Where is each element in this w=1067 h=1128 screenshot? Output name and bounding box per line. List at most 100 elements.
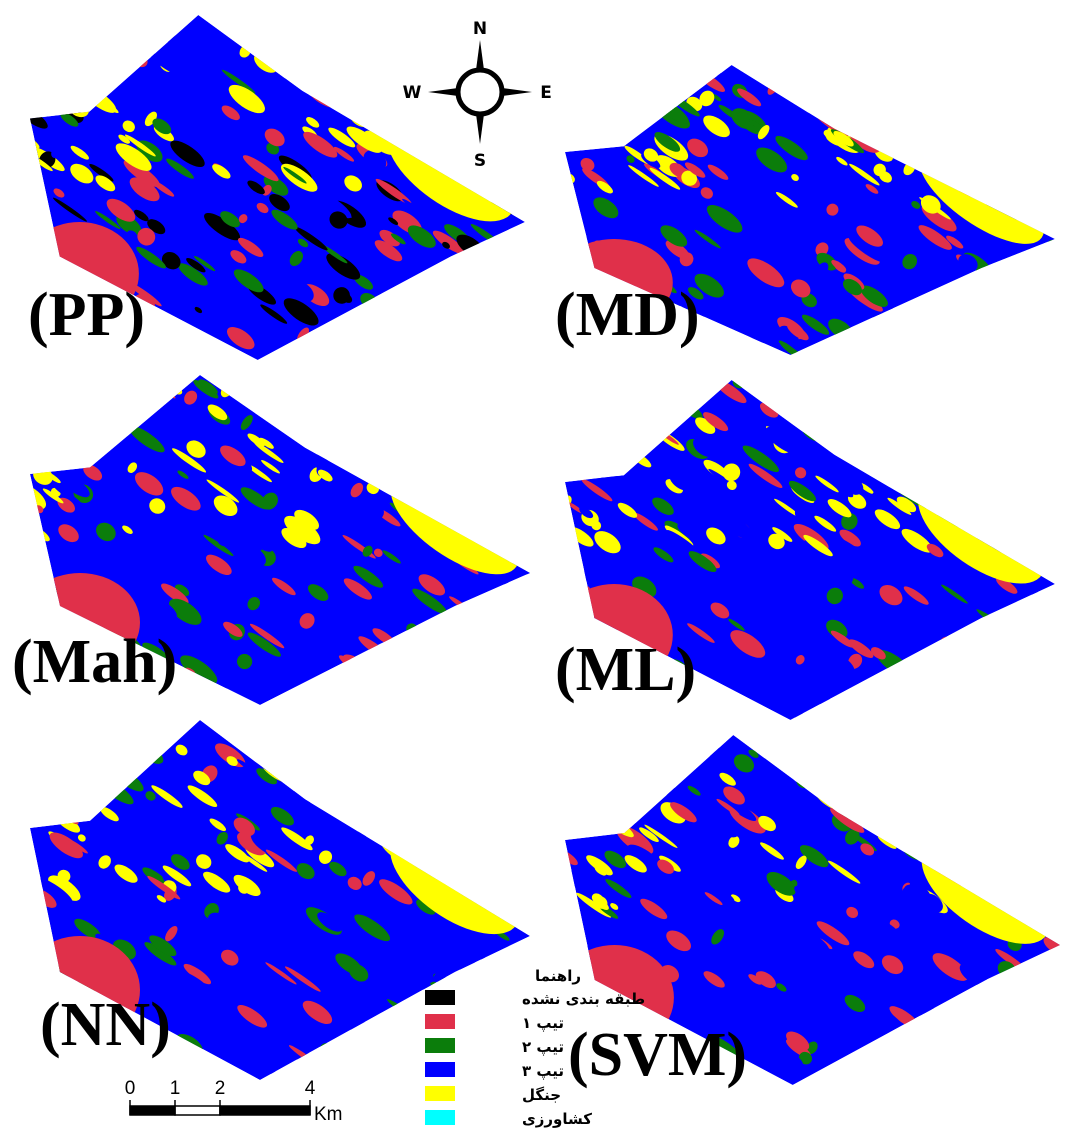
land-patch <box>385 798 402 814</box>
land-patch <box>851 1054 887 1082</box>
land-patch <box>79 373 106 399</box>
land-patch <box>982 507 1023 541</box>
land-patch <box>1011 152 1049 182</box>
land-patch <box>1013 448 1046 474</box>
land-patch <box>862 122 882 143</box>
legend-label: تیپ ۱ <box>522 1014 564 1032</box>
land-patch <box>822 752 861 784</box>
land-patch <box>458 747 487 770</box>
land-patch <box>25 1013 39 1025</box>
land-patch <box>470 615 507 643</box>
land-patch <box>987 765 1029 801</box>
compass-n: N <box>473 19 487 39</box>
land-patch <box>1035 757 1051 770</box>
land-patch <box>397 1034 430 1061</box>
land-patch <box>492 857 523 884</box>
land-patch <box>562 791 596 819</box>
land-patch <box>420 59 445 80</box>
land-patch <box>905 98 946 130</box>
land-patch <box>365 435 408 472</box>
land-patch <box>971 500 1010 533</box>
land-patch <box>979 656 1009 680</box>
land-patch <box>461 129 488 151</box>
land-patch <box>320 362 360 393</box>
land-patch <box>507 391 534 416</box>
land-patch <box>996 454 1022 478</box>
land-patch <box>505 796 527 814</box>
land-patch <box>639 88 655 102</box>
land-patch <box>950 696 966 711</box>
land-patch <box>863 101 893 124</box>
land-patch <box>974 1068 989 1083</box>
land-patch <box>332 712 357 733</box>
land-patch <box>504 165 539 193</box>
land-patch <box>592 76 624 103</box>
land-patch <box>602 708 614 719</box>
land-patch <box>1014 517 1036 536</box>
land-patch <box>57 405 88 433</box>
land-patch <box>129 375 142 387</box>
land-patch <box>856 767 886 793</box>
land-patch <box>304 368 326 388</box>
land-patch <box>485 751 512 775</box>
land-patch <box>1034 747 1067 779</box>
land-patch <box>473 287 511 318</box>
land-patch <box>78 779 99 796</box>
land-patch <box>70 787 91 806</box>
land-patch <box>894 386 925 411</box>
land-patch <box>440 271 478 304</box>
land-patch <box>506 73 537 99</box>
land-patch <box>122 9 138 26</box>
land-patch <box>290 713 321 740</box>
land-patch <box>51 49 68 64</box>
land-patch <box>441 131 465 154</box>
land-patch <box>884 704 910 727</box>
land-patch <box>563 223 588 243</box>
land-patch <box>409 815 428 836</box>
land-patch <box>63 42 77 57</box>
land-patch <box>765 733 798 762</box>
land-patch <box>1028 478 1067 511</box>
land-patch <box>497 970 519 992</box>
land-patch <box>997 878 1027 903</box>
land-patch <box>272 27 292 46</box>
land-patch <box>25 805 47 824</box>
land-patch <box>573 451 604 475</box>
land-patch <box>862 79 885 98</box>
land-patch <box>64 758 98 789</box>
land-patch <box>50 768 92 804</box>
land-patch <box>121 38 149 64</box>
land-patch <box>1014 58 1029 73</box>
panel-label: (MD) <box>555 281 700 349</box>
land-patch <box>439 114 455 130</box>
land-patch <box>103 45 130 66</box>
land-patch <box>857 738 877 756</box>
land-patch <box>611 104 626 117</box>
land-patch <box>106 377 142 405</box>
land-patch <box>1029 182 1056 206</box>
land-patch <box>1022 60 1059 88</box>
land-patch <box>337 652 376 683</box>
land-patch <box>421 842 454 869</box>
land-patch <box>348 1051 383 1080</box>
land-patch <box>792 744 833 778</box>
land-patch <box>925 850 937 860</box>
land-patch <box>509 760 537 784</box>
land-patch <box>883 674 925 708</box>
land-patch <box>1036 433 1067 459</box>
land-patch <box>841 59 883 95</box>
compass-e: E <box>540 83 552 103</box>
land-patch <box>960 453 1000 487</box>
land-patch <box>429 461 449 480</box>
land-patch <box>100 708 134 737</box>
compass: N S W E <box>403 19 552 171</box>
land-patch <box>828 730 866 762</box>
land-patch <box>400 775 439 806</box>
land-patch <box>983 686 1027 724</box>
land-patch <box>786 374 823 403</box>
land-patch <box>951 82 970 100</box>
land-patch <box>55 734 75 750</box>
land-patch <box>553 68 585 98</box>
land-patch <box>973 1009 989 1027</box>
land-patch <box>64 393 106 429</box>
